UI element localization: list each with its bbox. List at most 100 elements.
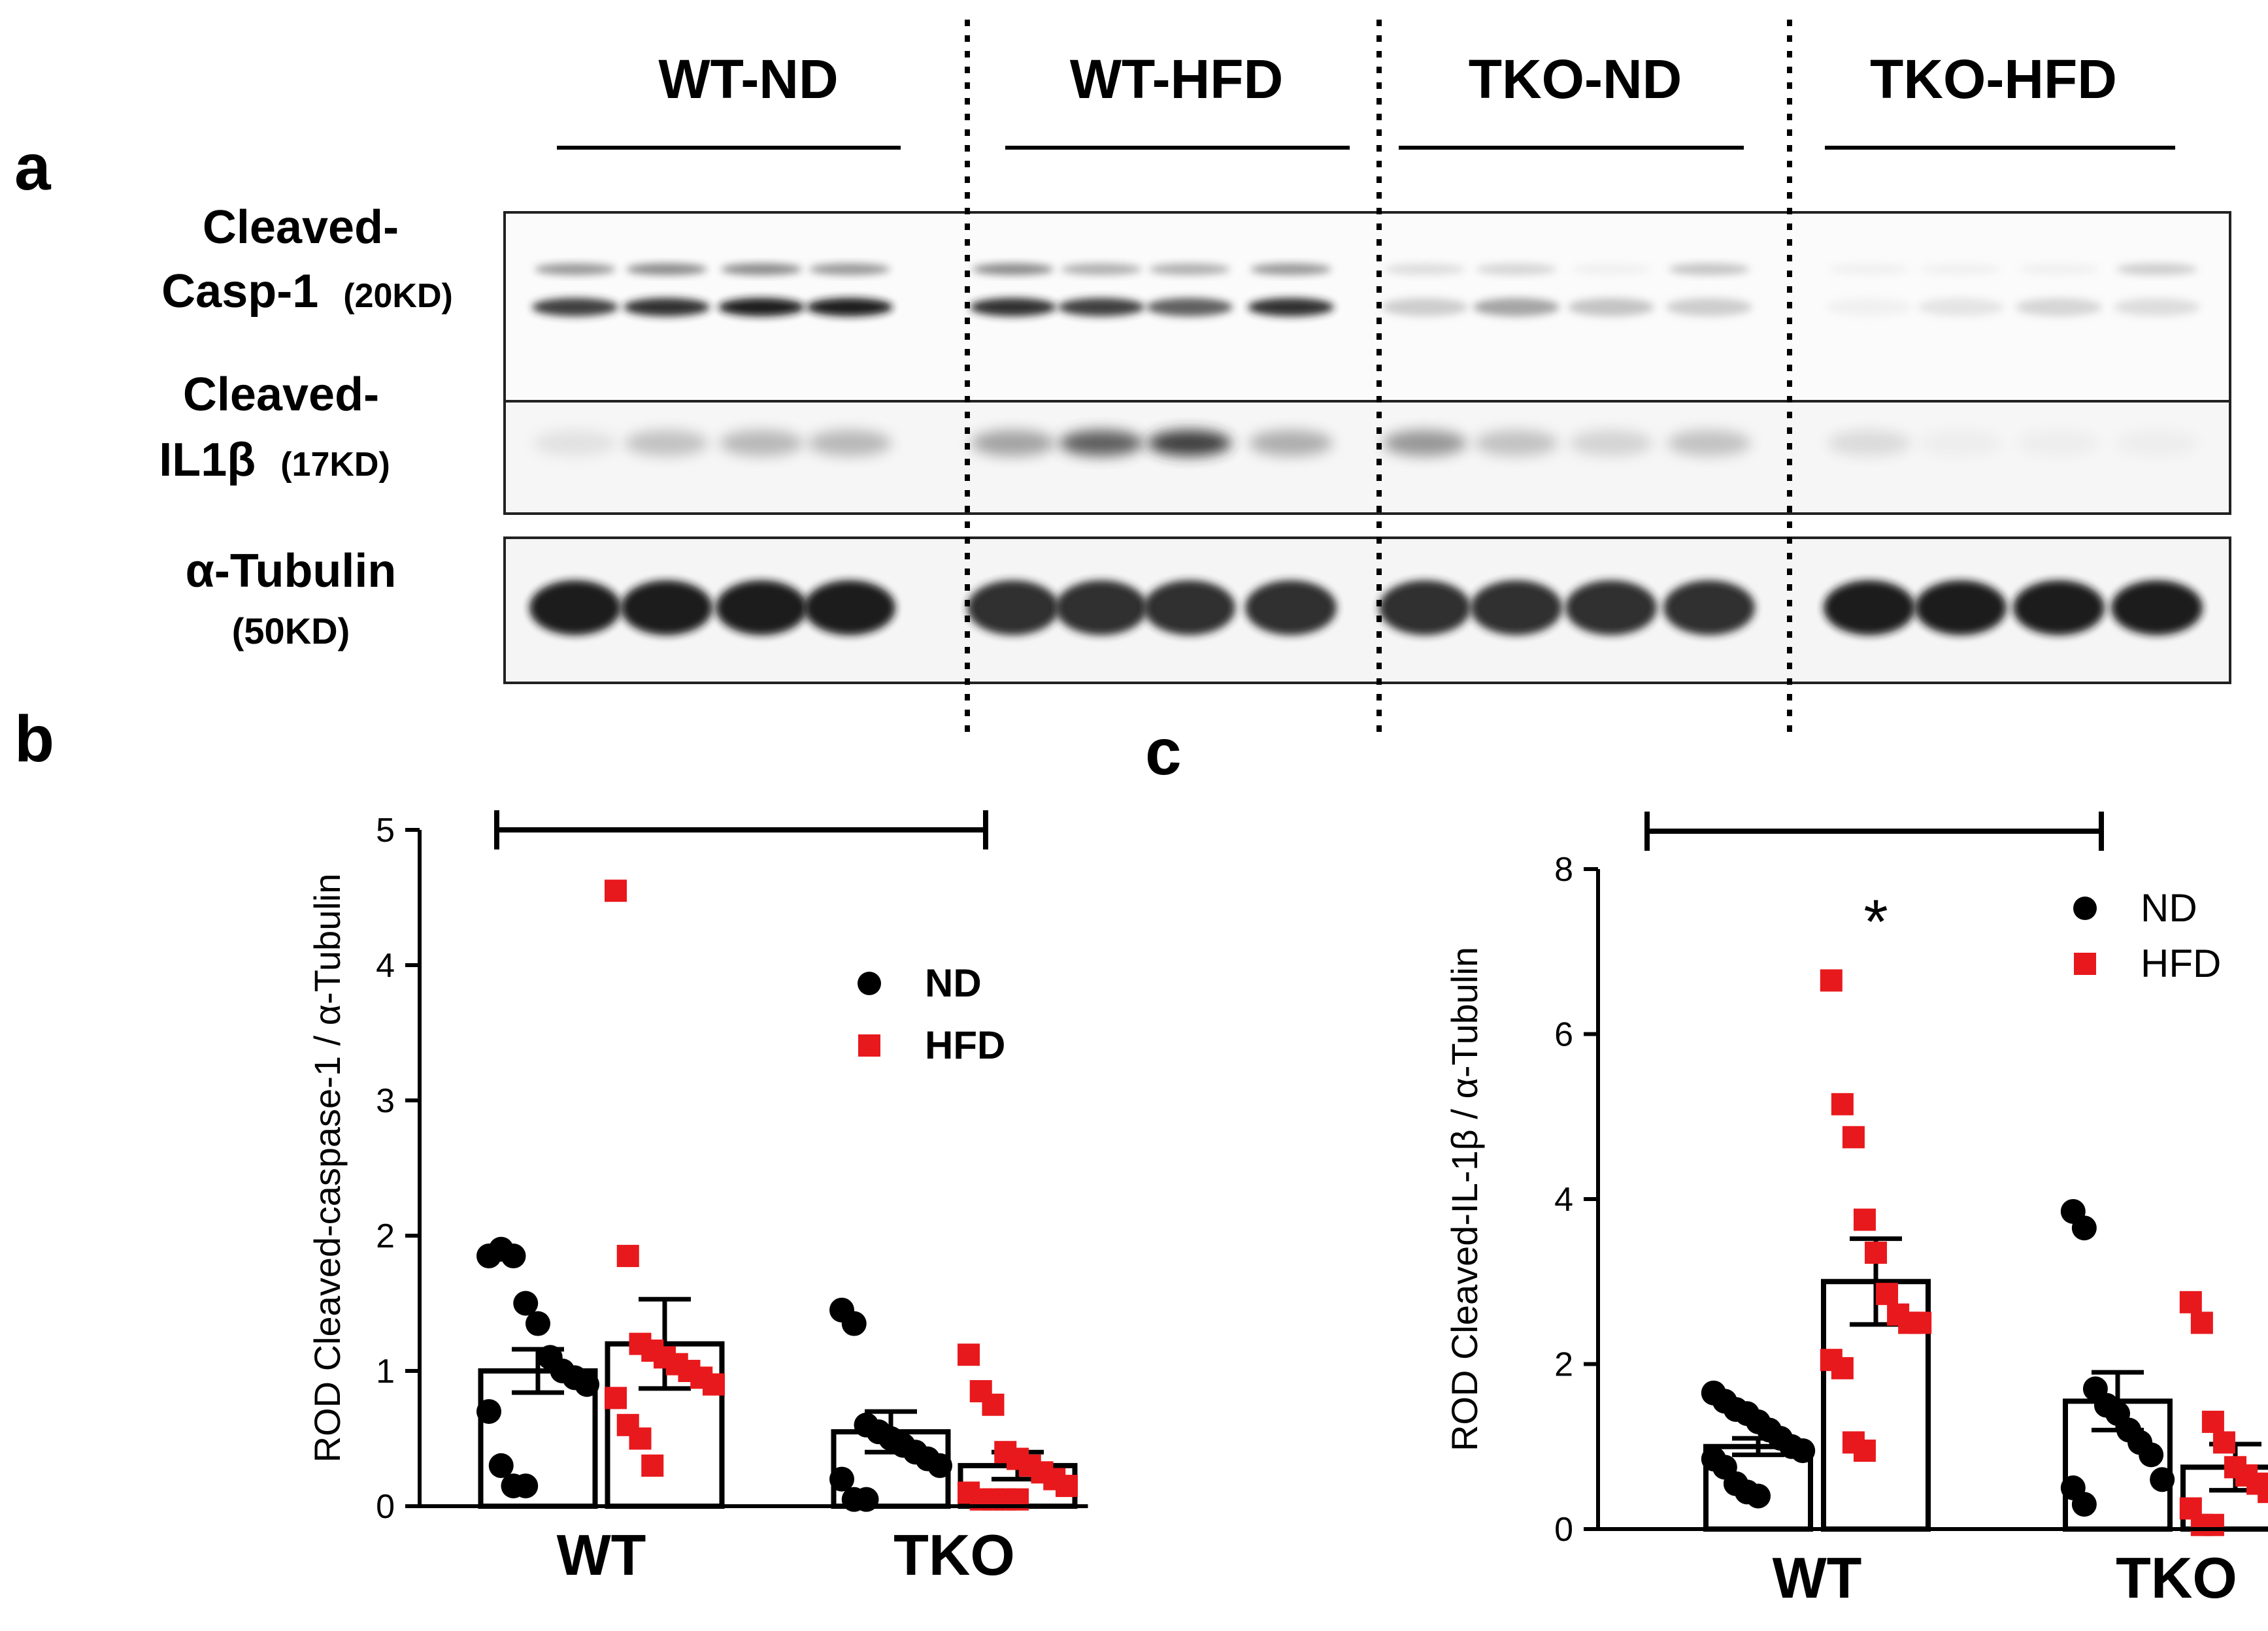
casp1-lower-band-lane-16 [2114,298,2200,316]
bands-casp1 [532,263,2200,316]
il1b-band-lane-15 [2017,430,2101,456]
point-c-wt-hfd-4 [1865,1242,1887,1264]
x-tick-label-c-wt: WT [1773,1545,1862,1610]
il1b-band-lane-12 [1667,430,1751,456]
tubulin-band-lane-2 [621,580,712,635]
casp1-upper-band-lane-5 [973,263,1054,275]
row-label-il1b-kd: (17KD) [280,446,390,484]
tubulin-band-lane-8 [1245,580,1337,635]
point-c-tko-hfd-1 [2190,1311,2213,1334]
row-label-casp1-line1: Cleaved- [203,201,399,254]
point-b-tko-nd-8 [927,1453,952,1478]
tubulin-band-lane-7 [1144,580,1235,635]
point-c-wt-hfd-3 [1853,1208,1876,1231]
casp1-upper-band-lane-15 [2018,263,2099,275]
casp1-upper-band-lane-1 [535,263,616,275]
point-b-wt-nd-4 [525,1311,550,1336]
il1b-band-lane-1 [533,430,617,456]
group-header-tko-hfd: TKO-HFD [1870,48,2117,110]
il1b-band-lane-14 [1919,430,2003,456]
point-c-tko-nd-8 [2150,1467,2175,1492]
y-tick-label-b-5: 5 [376,812,395,849]
point-c-wt-hfd-10 [1831,1357,1854,1379]
point-c-tko-hfd-7 [2258,1481,2268,1504]
x-tick-label-b-tko: TKO [893,1523,1015,1587]
panel-label-b: b [14,702,54,776]
point-c-tko-hfd-3 [2212,1431,2235,1454]
point-b-tko-nd-9 [829,1466,854,1492]
legend-marker-b-hfd [858,1034,880,1057]
casp1-upper-band-lane-2 [626,263,707,275]
y-tick-label-b-2: 2 [376,1217,395,1255]
point-c-wt-hfd-12 [1853,1440,1876,1462]
bands-tubulin [529,580,2203,635]
casp1-lower-band-lane-7 [1146,298,1233,316]
row-label-casp1-line2: Casp-1 (20KD) [161,265,453,318]
casp1-upper-band-lane-9 [1384,263,1465,275]
tubulin-band-lane-3 [716,580,807,635]
row-label-tubulin-kd: (50KD) [232,610,350,651]
il1b-band-lane-6 [1059,430,1143,456]
legend-label-b-hfd: HFD [925,1023,1005,1067]
point-c-wt-nd-8 [1790,1438,1816,1464]
il1b-band-lane-7 [1148,430,1231,456]
blot-box-il1b [503,400,2231,515]
tubulin-band-lane-11 [1565,580,1657,635]
casp1-lower-band-lane-14 [1918,298,2004,316]
panel-label-c: c [1145,716,1182,789]
point-b-wt-hfd-9 [605,1387,627,1409]
point-b-tko-hfd-2 [982,1393,1005,1416]
y-tick-label-c-2: 4 [1554,1181,1573,1219]
casp1-upper-band-lane-8 [1250,263,1331,275]
il1b-band-lane-4 [808,430,892,456]
casp1-upper-band-lane-7 [1149,263,1230,275]
point-c-wt-hfd-8 [1909,1311,1932,1334]
point-b-wt-nd-12 [513,1473,539,1498]
point-b-tko-nd-1 [841,1311,867,1336]
row-label-il1b-line2: IL1β (17KD) [159,434,390,486]
tubulin-band-lane-13 [1824,580,1915,635]
chart-caspase1: 0 1 2 3 4 5 ROD Cleaved-caspase-1 / α-Tubulin W… [307,810,1088,1587]
point-c-tko-nd-10 [2071,1492,2097,1517]
tubulin-band-lane-14 [1915,580,2007,635]
y-tick-label-b-1: 1 [376,1353,395,1391]
point-b-wt-nd-9 [476,1399,501,1425]
x-tick-label-c-tko: TKO [2116,1545,2237,1610]
y-tick-label-c-0: 0 [1554,1511,1573,1549]
il1b-band-lane-5 [971,430,1055,456]
y-axis-label-c: ROD Cleaved-IL-1β / α-Tubulin [1444,947,1485,1451]
casp1-lower-band-lane-1 [532,298,618,316]
casp1-upper-band-lane-6 [1061,263,1142,275]
y-tick-label-b-4: 4 [376,947,395,985]
point-c-wt-hfd-5 [1876,1283,1899,1306]
blot-box-casp1 [503,211,2231,424]
point-b-tko-hfd-8 [1056,1474,1078,1497]
panel-label-a: a [14,131,52,204]
blot-row-labels: Cleaved- Casp-1 (20KD) Cleaved- IL1β (17… [159,201,453,651]
casp1-upper-band-lane-12 [1669,263,1750,275]
casp1-lower-band-lane-9 [1382,298,1468,316]
casp1-lower-band-lane-11 [1568,298,1654,316]
tubulin-band-lane-4 [804,580,895,635]
point-b-wt-nd-8 [575,1372,599,1397]
tubulin-band-lane-10 [1471,580,1562,635]
il1b-band-lane-3 [720,430,803,456]
legend-label-c-nd: ND [2141,886,2197,930]
il1b-band-lane-2 [625,430,709,456]
y-tick-label-c-1: 2 [1554,1346,1573,1384]
legend-marker-c-nd [2073,897,2097,920]
blot-casp1 [503,211,2231,424]
point-c-tko-hfd-2 [2201,1410,2224,1433]
point-b-wt-nd-2 [501,1244,526,1269]
point-b-wt-hfd-12 [641,1454,664,1477]
il1b-band-lane-16 [2115,430,2199,456]
tubulin-band-lane-9 [1379,580,1471,635]
point-b-wt-nd-3 [513,1291,539,1316]
row-label-il1b-protein: IL1β [159,434,256,486]
casp1-lower-band-lane-3 [718,298,805,316]
casp1-lower-band-lane-2 [624,298,710,316]
casp1-upper-band-lane-10 [1476,263,1557,275]
casp1-lower-band-lane-10 [1473,298,1559,316]
casp1-lower-band-lane-6 [1058,298,1144,316]
